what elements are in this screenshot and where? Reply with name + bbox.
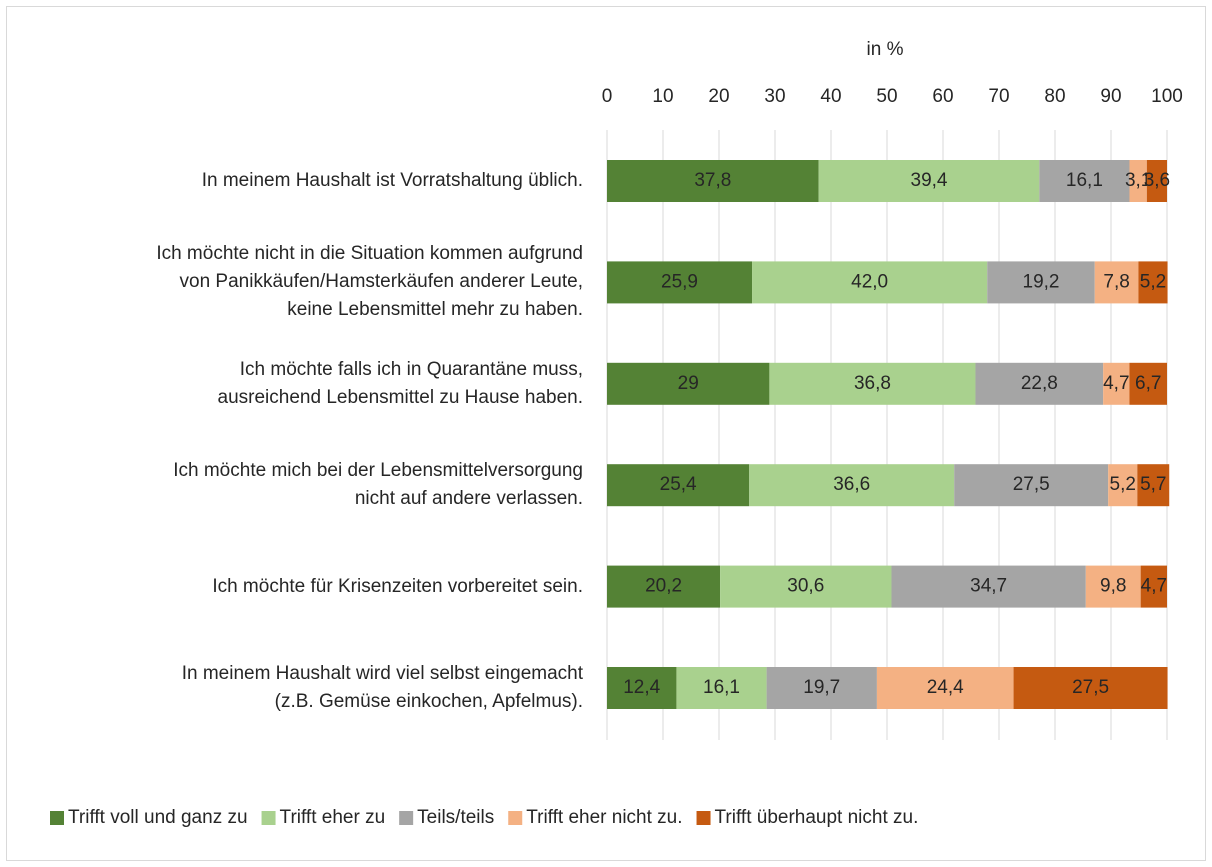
value-label: 19,7 [803, 677, 840, 698]
legend-label: Teils/teils [417, 807, 494, 828]
value-label: 27,5 [1013, 474, 1050, 495]
bar-segment [1129, 362, 1167, 405]
bar-segment [1103, 362, 1130, 405]
legend-swatch [508, 811, 523, 825]
x-tick-label: 30 [764, 86, 785, 107]
bar-segment [607, 160, 819, 202]
bar-segment [607, 362, 770, 405]
bar-segment [676, 667, 767, 709]
bar-segment [1138, 261, 1168, 304]
x-tick-label: 90 [1100, 86, 1121, 107]
value-label: 24,4 [927, 677, 964, 698]
value-label: 22,8 [1021, 373, 1058, 394]
value-label: 30,6 [787, 576, 824, 597]
value-label: 37,8 [694, 170, 731, 191]
x-tick-label: 0 [602, 86, 613, 107]
value-label: 16,1 [1066, 170, 1103, 191]
category-label: In meinem Haushalt ist Vorratshaltung üb… [201, 170, 583, 191]
bar-segment [752, 261, 988, 304]
bar-segment [1137, 464, 1170, 507]
value-label: 36,8 [854, 373, 891, 394]
bar-segment [766, 667, 877, 709]
value-label: 25,9 [661, 271, 698, 292]
bar-segment [607, 565, 721, 608]
value-label: 19,2 [1023, 271, 1060, 292]
value-label: 7,8 [1103, 271, 1129, 292]
value-label: 6,7 [1135, 373, 1161, 394]
value-label: 5,7 [1140, 474, 1166, 495]
bar-segment [769, 362, 976, 405]
value-label: 3,6 [1144, 170, 1170, 191]
bar-segment [891, 565, 1086, 608]
bar-segment [1094, 261, 1139, 304]
x-tick-label: 70 [988, 86, 1009, 107]
bar-segment [987, 261, 1095, 304]
bar-segment [1129, 160, 1147, 202]
axis-label: in % [867, 39, 904, 60]
bar-segment [954, 464, 1109, 507]
bar-segment [607, 464, 750, 507]
value-label: 25,4 [660, 474, 697, 495]
bar-segment [1146, 160, 1167, 202]
value-label: 9,8 [1100, 576, 1126, 597]
value-label: 4,7 [1103, 373, 1129, 394]
legend-swatch [50, 811, 64, 825]
legend-label: Trifft eher zu [280, 807, 386, 828]
bar-segment [818, 160, 1040, 202]
legend-swatch [696, 811, 711, 825]
value-label: 16,1 [703, 677, 740, 698]
bar-segment [1085, 565, 1141, 608]
category-label: Ich möchte falls ich in Quarantäne muss,… [217, 358, 583, 408]
bar-segment [749, 464, 955, 507]
x-tick-label: 40 [820, 86, 841, 107]
category-label: In meinem Haushalt wird viel selbst eing… [181, 663, 583, 712]
legend-swatch [399, 811, 414, 825]
category-label: Ich möchte mich bei der Lebensmittelvers… [173, 460, 583, 510]
value-label: 3,1 [1125, 170, 1151, 191]
legend-label: Trifft eher nicht zu. [526, 807, 682, 828]
bar-segment [720, 565, 892, 608]
value-label: 5,2 [1110, 474, 1136, 495]
value-label: 34,7 [970, 576, 1007, 597]
bar-segment [1013, 667, 1168, 709]
bar-segment [1039, 160, 1130, 202]
value-label: 39,4 [911, 170, 948, 191]
value-label: 4,7 [1141, 576, 1167, 597]
value-label: 5,2 [1140, 271, 1166, 292]
chart-frame [6, 6, 1206, 861]
category-label: Ich möchte für Krisenzeiten vorbereitet … [212, 575, 583, 597]
x-tick-label: 10 [652, 86, 673, 107]
bar-segment [607, 261, 753, 304]
legend-swatch [261, 811, 276, 825]
bar-segment [975, 362, 1104, 405]
bar-segment [1108, 464, 1138, 507]
x-tick-label: 50 [876, 86, 897, 107]
value-label: 12,4 [623, 677, 660, 698]
bar-segment [876, 667, 1014, 709]
x-tick-label: 20 [708, 86, 729, 107]
x-tick-label: 60 [932, 86, 953, 107]
category-label: Ich möchte nicht in die Situation kommen… [156, 243, 583, 321]
bar-segment [1140, 565, 1167, 608]
value-label: 27,5 [1072, 677, 1109, 698]
legend-label: Trifft voll und ganz zu [68, 807, 248, 828]
bar-segment [607, 667, 677, 709]
value-label: 36,6 [833, 474, 870, 495]
value-label: 20,2 [645, 576, 682, 597]
x-tick-label: 100 [1151, 86, 1183, 107]
x-tick-label: 80 [1044, 86, 1065, 107]
value-label: 42,0 [851, 271, 888, 292]
legend-label: Trifft überhaupt nicht zu. [715, 807, 919, 828]
value-label: 29 [678, 373, 699, 394]
